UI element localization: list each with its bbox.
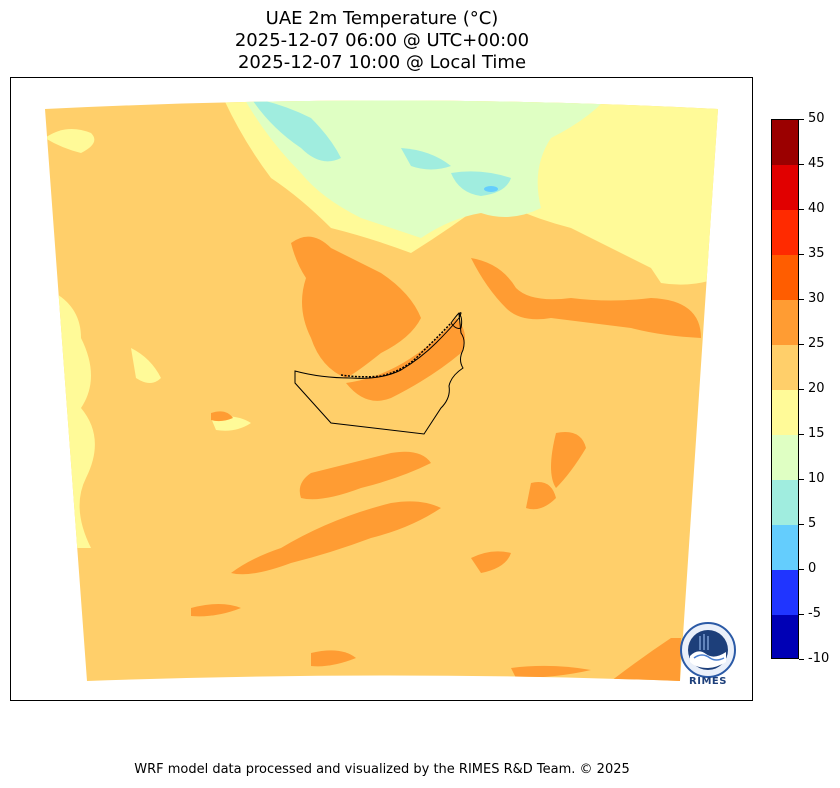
colorbar-segment [772,435,798,480]
colorbar-segment [772,525,798,570]
title-line-1: UAE 2m Temperature (°C) [265,8,499,29]
warm-band-south-a [471,551,511,573]
warm-band-south-e [511,665,591,678]
colorbar-tick-label: 25 [808,336,825,351]
colorbar [771,119,799,659]
temperature-map [45,100,718,681]
colorbar-tick-label: 50 [808,111,825,126]
colorbar-segment [772,345,798,390]
warm-band-south-c [191,604,241,617]
rimes-emblem-icon [680,622,736,678]
chart-title: UAE 2m Temperature (°C) 2025-12-07 06:00… [0,8,764,74]
east-warm-cool-region [651,248,718,285]
west-cool-strip-b [131,348,161,383]
musandam-outline [450,312,463,329]
colorbar-segment [772,615,798,658]
colorbar-tick [799,569,804,570]
colorbar-tick-label: 20 [808,381,825,396]
colorbar-tick-label: -5 [808,606,821,621]
colorbar-segment [772,390,798,435]
rimes-logo: RIMES [676,622,740,688]
map-frame [10,77,753,701]
colorbar-tick [799,119,804,120]
colorbar-tick [799,614,804,615]
cool-band-0-5 [484,186,498,192]
colorbar-tick [799,389,804,390]
colorbar-tick [799,254,804,255]
colorbar-tick [799,479,804,480]
colorbar-tick-label: 10 [808,471,825,486]
colorbar-tick [799,659,804,660]
colorbar-segment [772,300,798,345]
warm-band-south-b [526,482,556,510]
warm-region-south-coast [346,318,465,401]
colorbar-segment [772,570,798,615]
colorbar-segment [772,210,798,255]
title-line-2: 2025-12-07 06:00 @ UTC+00:00 [234,30,530,51]
colorbar-tick [799,209,804,210]
warm-band-central-b [299,451,431,500]
colorbar-tick-label: -10 [808,651,830,666]
warm-region-gulf-coast [291,236,421,378]
colorbar-tick [799,524,804,525]
colorbar-tick [799,164,804,165]
warm-band-southeast [611,638,681,681]
warm-band-west-spot [211,411,233,422]
west-cool-strip-d [45,129,95,153]
colorbar-tick-label: 35 [808,246,825,261]
colorbar-tick-label: 15 [808,426,825,441]
colorbar-tick-label: 45 [808,156,825,171]
colorbar-segment [772,120,798,165]
warm-band-south-d [311,650,356,667]
colorbar-tick-label: 0 [808,561,817,576]
colorbar-tick-label: 30 [808,291,825,306]
uae-coastline [340,322,452,378]
colorbar-segment [772,480,798,525]
warm-region-east-ridge [471,258,701,338]
title-line-3: 2025-12-07 10:00 @ Local Time [237,52,527,73]
warm-band-central-c [551,432,586,488]
cool-band-5-10-a [251,100,341,162]
colorbar-segment [772,165,798,210]
colorbar-tick [799,299,804,300]
rimes-logo-text: RIMES [689,676,727,687]
colorbar-tick-label: 5 [808,516,817,531]
colorbar-tick-label: 40 [808,201,825,216]
cool-band-5-10-c [401,148,451,170]
colorbar-tick [799,344,804,345]
colorbar-segment [772,255,798,300]
colorbar-tick [799,434,804,435]
warm-band-central-a [231,501,441,575]
footer-credit: WRF model data processed and visualized … [134,762,630,777]
